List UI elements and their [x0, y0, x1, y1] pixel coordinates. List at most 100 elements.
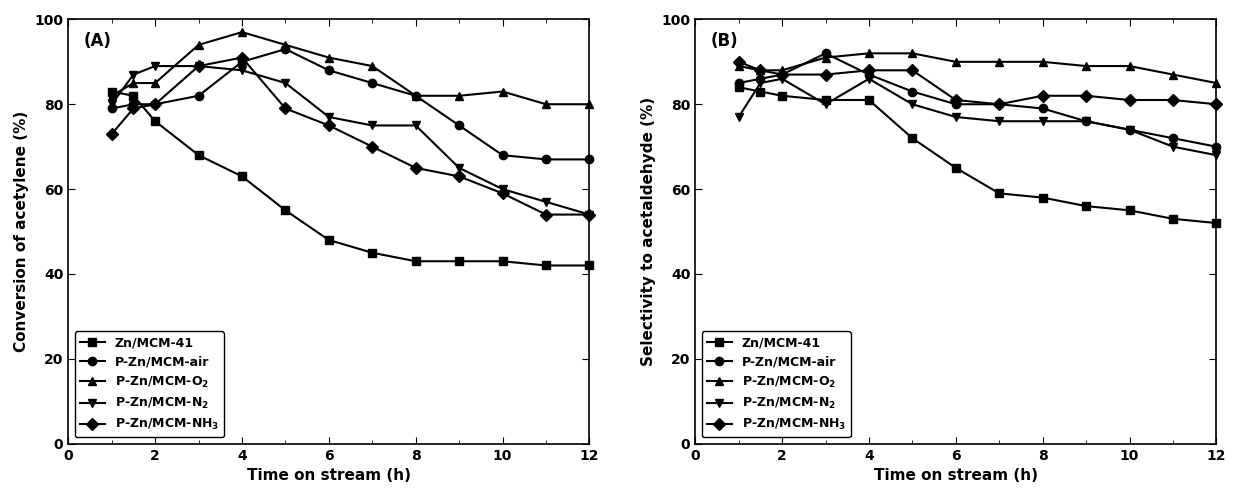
Line: P-Zn/MCM-NH$_3$: P-Zn/MCM-NH$_3$ — [734, 58, 1220, 108]
Line: P-Zn/MCM-N$_2$: P-Zn/MCM-N$_2$ — [108, 62, 594, 219]
P-Zn/MCM-air — [753, 76, 768, 82]
P-Zn/MCM-air — [949, 101, 963, 107]
P-Zn/MCM-N$_2$ — [538, 199, 553, 205]
Zn/MCM-41 — [949, 165, 963, 171]
P-Zn/MCM-N$_2$ — [775, 76, 790, 82]
Zn/MCM-41 — [753, 88, 768, 94]
Zn/MCM-41 — [321, 237, 336, 243]
P-Zn/MCM-N$_2$ — [321, 114, 336, 120]
Zn/MCM-41 — [148, 118, 162, 124]
P-Zn/MCM-N$_2$ — [451, 165, 466, 171]
P-Zn/MCM-O$_2$ — [775, 67, 790, 73]
P-Zn/MCM-air — [1079, 118, 1094, 124]
Zn/MCM-41 — [992, 190, 1007, 196]
P-Zn/MCM-air — [234, 59, 249, 65]
P-Zn/MCM-air — [1209, 144, 1224, 150]
P-Zn/MCM-NH$_3$ — [818, 72, 833, 78]
Line: P-Zn/MCM-air: P-Zn/MCM-air — [734, 49, 1220, 151]
Line: P-Zn/MCM-NH$_3$: P-Zn/MCM-NH$_3$ — [108, 53, 594, 219]
P-Zn/MCM-NH$_3$ — [408, 165, 423, 171]
P-Zn/MCM-NH$_3$ — [732, 59, 746, 65]
P-Zn/MCM-O$_2$ — [365, 63, 379, 69]
P-Zn/MCM-N$_2$ — [365, 122, 379, 128]
P-Zn/MCM-N$_2$ — [278, 80, 293, 86]
P-Zn/MCM-NH$_3$ — [905, 67, 920, 73]
P-Zn/MCM-air — [495, 152, 510, 158]
Zn/MCM-41 — [775, 93, 790, 99]
P-Zn/MCM-NH$_3$ — [1079, 93, 1094, 99]
P-Zn/MCM-NH$_3$ — [753, 67, 768, 73]
P-Zn/MCM-N$_2$ — [1122, 127, 1137, 133]
P-Zn/MCM-air — [126, 101, 141, 107]
P-Zn/MCM-N$_2$ — [992, 118, 1007, 124]
P-Zn/MCM-O$_2$ — [191, 42, 206, 48]
P-Zn/MCM-NH$_3$ — [104, 131, 119, 137]
Text: (A): (A) — [84, 32, 112, 50]
P-Zn/MCM-NH$_3$ — [278, 105, 293, 111]
P-Zn/MCM-N$_2$ — [1166, 144, 1180, 150]
P-Zn/MCM-N$_2$ — [949, 114, 963, 120]
P-Zn/MCM-air — [992, 101, 1007, 107]
Y-axis label: Selectivity to acetaldehyde (%): Selectivity to acetaldehyde (%) — [641, 97, 656, 366]
P-Zn/MCM-NH$_3$ — [775, 72, 790, 78]
P-Zn/MCM-air — [1122, 127, 1137, 133]
P-Zn/MCM-O$_2$ — [126, 80, 141, 86]
Zn/MCM-41 — [905, 135, 920, 141]
Text: (B): (B) — [711, 32, 739, 50]
P-Zn/MCM-air — [148, 101, 162, 107]
P-Zn/MCM-N$_2$ — [753, 80, 768, 86]
P-Zn/MCM-N$_2$ — [1209, 152, 1224, 158]
P-Zn/MCM-O$_2$ — [753, 67, 768, 73]
P-Zn/MCM-NH$_3$ — [321, 122, 336, 128]
Zn/MCM-41 — [1209, 220, 1224, 226]
Zn/MCM-41 — [126, 93, 141, 99]
P-Zn/MCM-O$_2$ — [321, 55, 336, 61]
P-Zn/MCM-NH$_3$ — [1035, 93, 1050, 99]
P-Zn/MCM-NH$_3$ — [234, 55, 249, 61]
P-Zn/MCM-air — [321, 67, 336, 73]
P-Zn/MCM-air — [191, 93, 206, 99]
Zn/MCM-41 — [1122, 207, 1137, 213]
Y-axis label: Conversion of acetylene (%): Conversion of acetylene (%) — [14, 111, 29, 352]
P-Zn/MCM-air — [104, 105, 119, 111]
Zn/MCM-41 — [732, 84, 746, 90]
Zn/MCM-41 — [538, 262, 553, 268]
Zn/MCM-41 — [234, 173, 249, 179]
P-Zn/MCM-N$_2$ — [582, 212, 596, 218]
Zn/MCM-41 — [451, 258, 466, 264]
P-Zn/MCM-N$_2$ — [1079, 118, 1094, 124]
P-Zn/MCM-NH$_3$ — [451, 173, 466, 179]
P-Zn/MCM-air — [538, 157, 553, 163]
Zn/MCM-41 — [1166, 216, 1180, 222]
Line: Zn/MCM-41: Zn/MCM-41 — [734, 83, 1220, 227]
P-Zn/MCM-NH$_3$ — [1209, 101, 1224, 107]
P-Zn/MCM-air — [818, 50, 833, 56]
P-Zn/MCM-N$_2$ — [234, 67, 249, 73]
P-Zn/MCM-N$_2$ — [126, 72, 141, 78]
Zn/MCM-41 — [365, 250, 379, 256]
P-Zn/MCM-N$_2$ — [191, 63, 206, 69]
P-Zn/MCM-air — [408, 93, 423, 99]
P-Zn/MCM-O$_2$ — [1079, 63, 1094, 69]
P-Zn/MCM-air — [1166, 135, 1180, 141]
P-Zn/MCM-air — [278, 46, 293, 52]
P-Zn/MCM-N$_2$ — [495, 186, 510, 192]
P-Zn/MCM-air — [862, 72, 877, 78]
P-Zn/MCM-NH$_3$ — [582, 212, 596, 218]
P-Zn/MCM-NH$_3$ — [148, 101, 162, 107]
P-Zn/MCM-O$_2$ — [862, 50, 877, 56]
Line: P-Zn/MCM-N$_2$: P-Zn/MCM-N$_2$ — [734, 75, 1220, 160]
P-Zn/MCM-O$_2$ — [905, 50, 920, 56]
Zn/MCM-41 — [1035, 195, 1050, 201]
P-Zn/MCM-N$_2$ — [104, 101, 119, 107]
Zn/MCM-41 — [191, 152, 206, 158]
P-Zn/MCM-N$_2$ — [818, 101, 833, 107]
P-Zn/MCM-air — [905, 88, 920, 94]
Line: P-Zn/MCM-O$_2$: P-Zn/MCM-O$_2$ — [734, 49, 1220, 87]
P-Zn/MCM-air — [1035, 105, 1050, 111]
P-Zn/MCM-NH$_3$ — [538, 212, 553, 218]
X-axis label: Time on stream (h): Time on stream (h) — [874, 468, 1038, 483]
P-Zn/MCM-O$_2$ — [818, 55, 833, 61]
P-Zn/MCM-N$_2$ — [905, 101, 920, 107]
Zn/MCM-41 — [818, 97, 833, 103]
